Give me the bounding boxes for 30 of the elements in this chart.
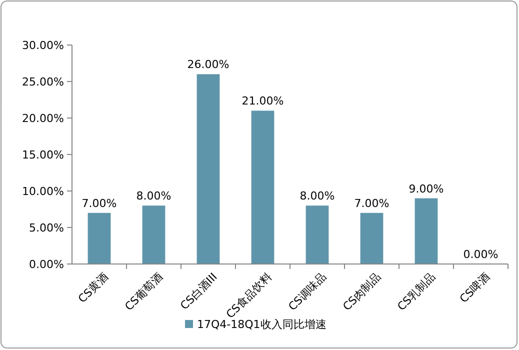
x-tick-label: CS黄酒 (76, 270, 111, 306)
data-label: 0.00% (463, 248, 498, 261)
data-label: 21.00% (242, 94, 284, 108)
y-tick-label: 0.00% (29, 258, 64, 271)
x-tick-label: CS白酒III (178, 270, 220, 312)
data-label: 26.00% (187, 58, 230, 72)
bar (414, 198, 438, 264)
bar (142, 206, 166, 264)
y-tick-label: 10.00% (22, 184, 64, 198)
y-tick-label: 5.00% (29, 221, 64, 234)
bar (306, 206, 329, 264)
y-tick-label: 20.00% (22, 112, 64, 125)
data-label: 8.00% (300, 190, 335, 203)
y-tick-label: 25.00% (22, 75, 64, 88)
x-tick-label: CS啤酒 (457, 270, 492, 306)
data-label: 7.00% (82, 196, 117, 210)
x-tick-label: CS调味品 (286, 270, 329, 314)
bar (360, 212, 384, 264)
x-tick-label: CS葡萄酒 (122, 270, 166, 314)
y-tick-label: 15.00% (22, 148, 64, 162)
legend-label: 17Q4-18Q1收入同比增速 (197, 318, 326, 331)
data-label: 9.00% (408, 182, 444, 196)
bar (88, 212, 111, 264)
data-label: 8.00% (136, 190, 172, 203)
x-tick-label: CS肉制品 (340, 270, 384, 314)
bar (251, 110, 274, 264)
bar (196, 74, 220, 264)
data-label: 7.00% (354, 196, 390, 210)
x-tick-label: CS乳制品 (394, 270, 438, 314)
y-tick-label: 30.00% (22, 38, 64, 52)
